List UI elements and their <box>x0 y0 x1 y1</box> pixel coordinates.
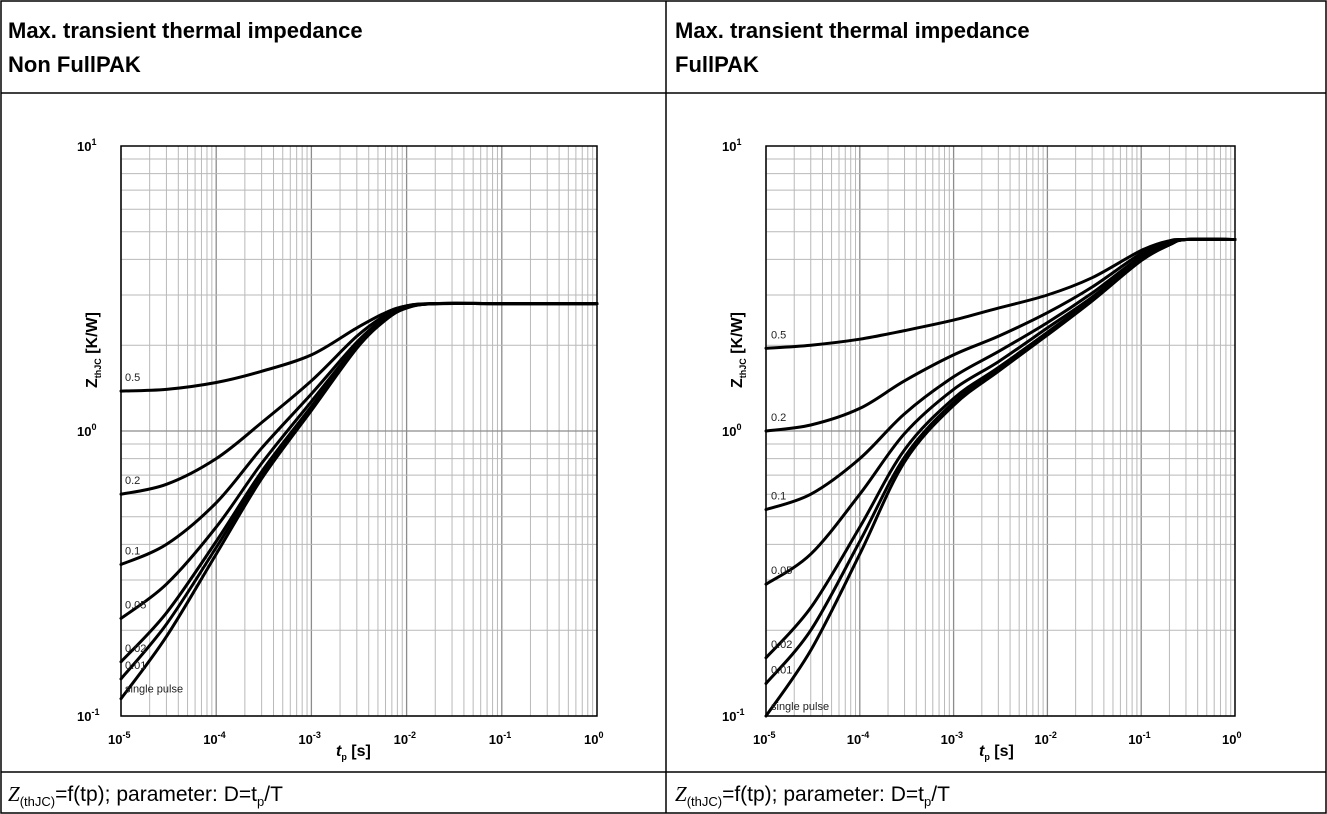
series-line-single-pulse <box>764 237 1237 718</box>
chart-curves <box>119 301 599 701</box>
chart-curves <box>764 237 1237 718</box>
panel-left-title-line1: Max. transient thermal impedance <box>8 18 363 43</box>
series-label-005: 0.05 <box>771 565 792 577</box>
x-tick-label: 10-1 <box>1128 730 1150 747</box>
x-tick-label: 100 <box>1222 730 1241 747</box>
chart-grid <box>765 145 1236 717</box>
x-tick-label: 10-3 <box>298 730 320 747</box>
left-xlabel: tp [s] <box>336 743 371 762</box>
panel-left-title-line2: Non FullPAK <box>8 52 141 77</box>
series-label-005: 0.05 <box>125 599 146 611</box>
panel-left-caption: Z(thJC)=f(tp); parameter: D=tp/T <box>8 782 283 809</box>
chart-ticks: 10-5 10-4 10-3 10-2 10-1 100 10-1 100 101 <box>77 137 603 747</box>
chart-fullpak: 10-5 10-4 10-3 10-2 10-1 100 10-1 100 101 0.5 0.2… <box>722 137 1241 747</box>
x-tick-label: 100 <box>584 730 603 747</box>
series-label-001: 0.01 <box>771 665 792 677</box>
chart-series-labels: 0.5 0.2 0.1 0.05 0.02 0.01 single pulse <box>125 372 183 696</box>
series-label-01: 0.1 <box>771 491 786 503</box>
y-tick-label: 10-1 <box>722 707 744 724</box>
x-tick-label: 10-4 <box>203 730 225 747</box>
series-line-01 <box>764 237 1237 512</box>
left-ylabel: ZthJC [K/W] <box>84 312 103 388</box>
panel-right-title-line1: Max. transient thermal impedance <box>675 18 1030 43</box>
series-label-02: 0.2 <box>125 475 140 487</box>
series-line-02 <box>119 301 599 496</box>
right-ylabel: ZthJC [K/W] <box>729 312 748 388</box>
series-label-002: 0.02 <box>125 643 146 655</box>
series-line-005 <box>119 301 599 620</box>
y-tick-label: 101 <box>77 137 96 154</box>
series-label-single-pulse: single pulse <box>125 684 183 696</box>
series-line-001 <box>119 301 599 681</box>
chart-ticks: 10-5 10-4 10-3 10-2 10-1 100 10-1 100 101 <box>722 137 1241 747</box>
x-tick-label: 10-4 <box>847 730 869 747</box>
chart-grid <box>120 145 598 717</box>
chart-non-fullpak: 10-5 10-4 10-3 10-2 10-1 100 10-1 100 101 0.5 0.2… <box>77 137 603 747</box>
series-label-05: 0.5 <box>125 372 140 384</box>
series-line-single-pulse <box>119 301 599 701</box>
series-label-02: 0.2 <box>771 412 786 424</box>
x-tick-label: 10-1 <box>489 730 511 747</box>
x-tick-label: 10-5 <box>753 730 775 747</box>
series-line-05 <box>764 237 1237 350</box>
y-tick-label: 100 <box>77 422 96 439</box>
y-tick-label: 101 <box>722 137 741 154</box>
series-line-001 <box>764 237 1237 685</box>
panel-right-title-line2: FullPAK <box>675 52 759 77</box>
x-tick-label: 10-3 <box>941 730 963 747</box>
series-label-single-pulse: single pulse <box>771 701 829 713</box>
x-tick-label: 10-2 <box>394 730 416 747</box>
x-tick-label: 10-2 <box>1034 730 1056 747</box>
plot-frame <box>120 145 598 717</box>
y-tick-label: 10-1 <box>77 707 99 724</box>
series-label-05: 0.5 <box>771 329 786 341</box>
series-line-005 <box>764 237 1237 586</box>
series-line-02 <box>764 237 1237 433</box>
panel-right-caption: Z(thJC)=f(tp); parameter: D=tp/T <box>675 782 950 809</box>
series-line-002 <box>119 301 599 664</box>
series-label-01: 0.1 <box>125 546 140 558</box>
x-tick-label: 10-5 <box>108 730 130 747</box>
series-line-002 <box>764 237 1237 660</box>
right-xlabel: tp [s] <box>979 743 1014 762</box>
series-label-002: 0.02 <box>771 639 792 651</box>
series-label-001: 0.01 <box>125 660 146 672</box>
y-tick-label: 100 <box>722 422 741 439</box>
chart-series-labels: 0.5 0.2 0.1 0.05 0.02 0.01 single pulse <box>771 329 829 713</box>
